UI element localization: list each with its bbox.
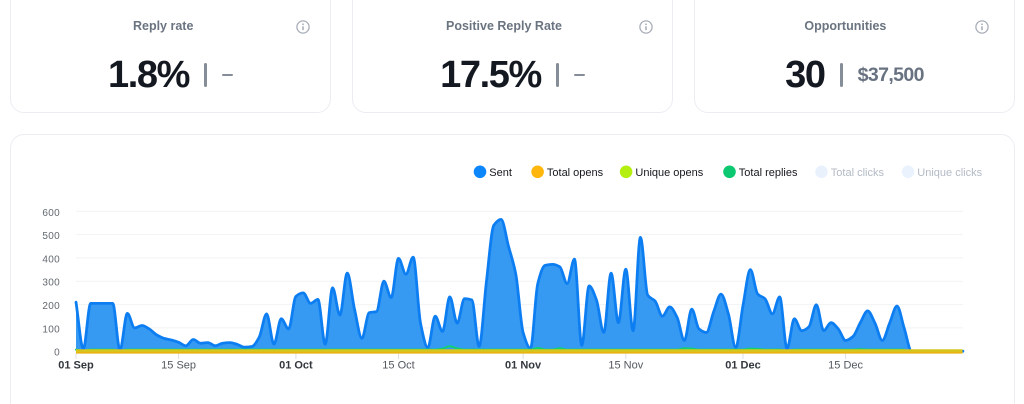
svg-text:15 Sep: 15 Sep: [161, 360, 196, 372]
svg-text:100: 100: [42, 324, 60, 335]
svg-text:Unique clicks: Unique clicks: [917, 167, 982, 179]
svg-text:Total opens: Total opens: [547, 167, 604, 179]
svg-text:300: 300: [42, 278, 60, 289]
svg-text:Total replies: Total replies: [739, 167, 798, 179]
svg-text:01 Dec: 01 Dec: [725, 360, 760, 372]
svg-text:Total clicks: Total clicks: [831, 167, 885, 179]
svg-text:15 Dec: 15 Dec: [828, 360, 863, 372]
svg-text:01 Oct: 01 Oct: [279, 360, 313, 372]
svg-text:0: 0: [54, 348, 60, 359]
svg-text:400: 400: [42, 254, 60, 265]
svg-text:15 Oct: 15 Oct: [382, 360, 414, 372]
svg-text:200: 200: [42, 301, 60, 312]
svg-text:01 Nov: 01 Nov: [505, 360, 542, 372]
svg-text:Unique opens: Unique opens: [635, 167, 703, 179]
svg-text:01 Sep: 01 Sep: [58, 360, 94, 372]
svg-text:15 Nov: 15 Nov: [608, 360, 643, 372]
svg-text:500: 500: [42, 231, 60, 242]
svg-text:Sent: Sent: [489, 167, 512, 179]
svg-text:600: 600: [42, 208, 60, 219]
